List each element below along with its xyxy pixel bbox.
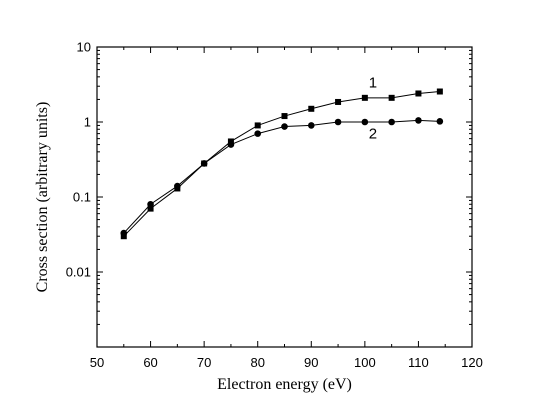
data-point-circle	[307, 122, 315, 129]
data-point-circle	[436, 118, 444, 125]
x-tick-label: 50	[90, 355, 104, 370]
data-point-circle	[281, 123, 288, 130]
data-point-circle	[254, 130, 262, 137]
data-point-circle	[147, 200, 154, 208]
x-tick-label: 70	[197, 355, 211, 370]
x-tick-label: 80	[250, 355, 264, 370]
series-labels: 12	[369, 74, 377, 142]
x-tick-label: 60	[143, 355, 157, 370]
data-point-square	[415, 90, 422, 97]
x-tick-label: 120	[461, 355, 483, 370]
y-tick-label: 0.01	[66, 265, 91, 280]
data-point-square	[254, 122, 261, 129]
data-point-square	[308, 105, 315, 112]
x-tick-label: 100	[354, 355, 376, 370]
data-point-square	[361, 94, 368, 101]
axis-ticks	[96, 47, 473, 348]
data-point-circle	[120, 229, 128, 237]
x-tick-label: 110	[408, 355, 429, 370]
y-axis-title: Cross section (arbitrary units)	[34, 102, 51, 293]
data-point-circle	[361, 118, 369, 126]
data-point-circle	[415, 117, 422, 124]
x-axis-title: Electron energy (eV)	[217, 376, 352, 393]
data-point-circle	[334, 118, 342, 126]
data-point-circle	[200, 160, 208, 167]
data-point-circle	[227, 141, 235, 148]
series-layer	[120, 88, 444, 240]
series-label-1: 1	[369, 74, 377, 91]
y-tick-label: 0.1	[73, 190, 91, 205]
data-point-square	[147, 205, 154, 212]
y-tick-label: 10	[77, 40, 91, 55]
x-tick-label: 90	[304, 355, 318, 370]
data-point-square	[436, 88, 443, 95]
data-point-circle	[388, 118, 395, 126]
series-label-2: 2	[369, 126, 377, 143]
data-point-square	[388, 94, 395, 101]
data-point-square	[281, 113, 288, 120]
y-tick-label: 1	[84, 115, 91, 130]
data-point-circle	[174, 182, 181, 190]
data-point-square	[335, 98, 342, 105]
series-line-2	[123, 119, 440, 234]
